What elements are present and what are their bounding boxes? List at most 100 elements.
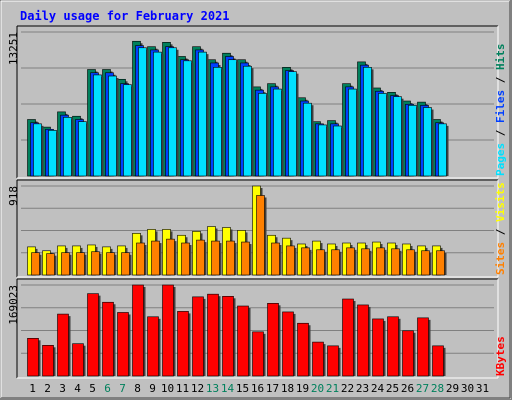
bar-shadow	[296, 73, 299, 176]
x-tick-label-day-15: 15	[236, 382, 249, 395]
bar-shadow	[188, 313, 191, 376]
bar-sites-day-8	[136, 242, 145, 276]
bar-pages-day-4	[78, 121, 87, 177]
bar-sites-day-20	[316, 249, 325, 276]
bar-sites-day-26	[406, 249, 415, 276]
bar-pages-day-12	[198, 51, 207, 177]
bar-kbytes-day-11	[177, 311, 189, 377]
bar-shadow	[54, 255, 57, 275]
bar-sites-day-11	[181, 242, 190, 276]
bar-pages-day-8	[138, 47, 147, 177]
y-axis-label: Sites / Visits	[494, 182, 507, 275]
bar-kbytes-day-16	[252, 331, 264, 377]
x-tick-label-day-22: 22	[341, 382, 354, 395]
bar-shadow	[311, 105, 314, 176]
bar-kbytes-day-28	[432, 345, 444, 377]
x-tick-label-day-26: 26	[401, 382, 414, 395]
bar-shadow	[146, 49, 149, 176]
bar-shadow	[368, 306, 371, 376]
bar-shadow	[69, 254, 72, 275]
bar-pages-day-25	[393, 96, 402, 177]
bar-shadow	[203, 298, 206, 376]
bar-sites-day-23	[361, 248, 370, 276]
bar-kbytes-day-14	[222, 296, 234, 377]
bar-shadow	[293, 313, 296, 376]
bar-sites-day-22	[346, 247, 355, 276]
bar-shadow	[278, 305, 281, 376]
bar-shadow	[431, 109, 434, 176]
bar-pages-day-19	[303, 102, 312, 177]
bar-shadow	[251, 68, 254, 176]
chart-title: Daily usage for February 2021	[20, 9, 230, 23]
bar-shadow	[444, 252, 447, 275]
bar-pages-day-2	[48, 130, 57, 177]
bar-pages-day-11	[183, 60, 192, 177]
bar-shadow	[39, 254, 42, 275]
bar-pages-day-1	[33, 123, 42, 177]
bar-kbytes-day-2	[42, 345, 54, 377]
bar-pages-day-7	[123, 84, 132, 177]
x-tick-label-day-8: 8	[134, 382, 141, 395]
bar-shadow	[263, 333, 266, 376]
panel-2: 918 Sites / Visits	[7, 179, 507, 278]
bar-pages-day-14	[228, 59, 237, 177]
bar-kbytes-day-13	[207, 293, 219, 377]
x-tick-label-day-31: 31	[476, 382, 489, 395]
bar-kbytes-day-15	[237, 305, 249, 377]
x-tick-label-day-19: 19	[296, 382, 309, 395]
bar-shadow	[159, 243, 162, 275]
bar-shadow	[294, 247, 297, 275]
bar-shadow	[309, 249, 312, 275]
bar-pages-day-13	[213, 67, 222, 177]
bar-sites-day-9	[151, 240, 160, 276]
x-tick-label-day-25: 25	[386, 382, 399, 395]
bar-shadow	[264, 197, 267, 275]
bar-sites-day-5	[91, 251, 100, 276]
bar-shadow	[41, 125, 44, 176]
bar-shadow	[341, 128, 344, 176]
bar-shadow	[84, 254, 87, 275]
bar-shadow	[56, 132, 59, 176]
bar-kbytes-day-7	[117, 312, 129, 377]
bar-shadow	[68, 316, 71, 376]
bar-shadow	[176, 49, 179, 176]
bar-shadow	[221, 69, 224, 176]
y-axis-label-part: Pages	[494, 143, 507, 176]
y-axis-label: Pages / Files / Hits	[494, 44, 507, 177]
bar-sites-day-13	[211, 240, 220, 276]
bar-pages-day-17	[273, 88, 282, 177]
bar-shadow	[143, 287, 146, 376]
bar-shadow	[428, 319, 431, 376]
bar-sites-day-6	[106, 252, 115, 276]
bar-sites-day-21	[331, 249, 340, 276]
x-tick-label-day-13: 13	[206, 382, 219, 395]
bar-kbytes-day-3	[57, 313, 69, 377]
bar-shadow	[399, 250, 402, 275]
bar-shadow	[324, 251, 327, 275]
bar-kbytes-day-4	[72, 343, 84, 377]
bar-shadow	[38, 340, 41, 376]
y-axis-label-part: /	[494, 123, 507, 143]
bar-shadow	[339, 251, 342, 275]
bar-pages-day-23	[363, 67, 372, 177]
bar-pages-day-22	[348, 88, 357, 177]
x-tick-label-day-4: 4	[74, 382, 81, 395]
y-max-label: 918	[7, 186, 20, 206]
bar-kbytes-day-26	[402, 330, 414, 377]
bar-sites-day-18	[286, 245, 295, 276]
bar-shadow	[413, 332, 416, 376]
bar-shadow	[53, 347, 56, 376]
bar-sites-day-10	[166, 238, 175, 276]
bar-shadow	[414, 251, 417, 275]
bar-sites-day-28	[436, 250, 445, 276]
bar-sites-day-17	[271, 242, 280, 276]
y-axis-label-part: /	[494, 70, 507, 90]
bar-kbytes-day-12	[192, 296, 204, 377]
bar-sites-day-25	[391, 248, 400, 276]
bar-sites-day-4	[76, 252, 85, 276]
bar-kbytes-day-20	[312, 341, 324, 377]
bar-shadow	[338, 347, 341, 376]
bar-kbytes-day-1	[27, 338, 39, 377]
bar-shadow	[354, 249, 357, 275]
